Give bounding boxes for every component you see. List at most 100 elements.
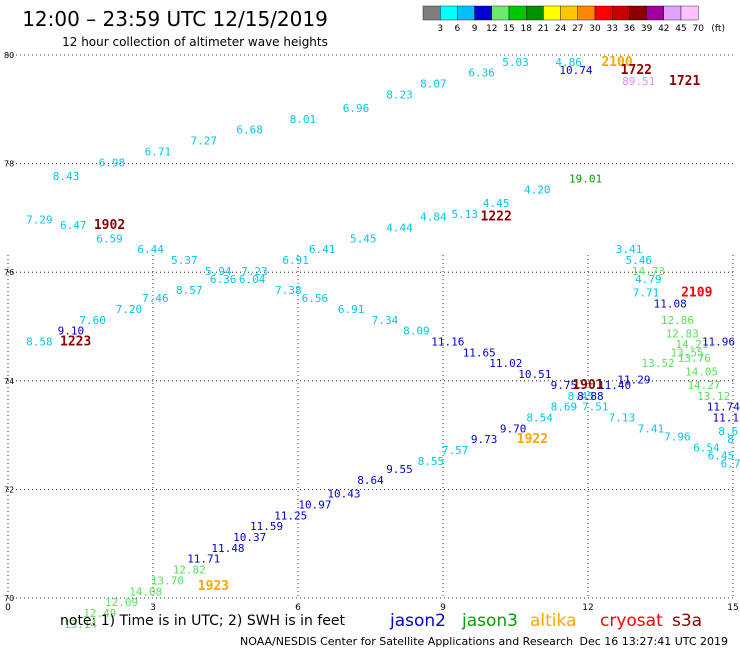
legend-swatch	[663, 5, 682, 21]
wave-height-label: 8.57	[176, 284, 203, 297]
legend-swatch	[508, 5, 527, 21]
legend-tick-label: 9	[472, 24, 478, 34]
pass-time-label: 1222	[481, 210, 512, 225]
legend-tick-label: 6	[455, 24, 461, 34]
wave-height-label: 14.73	[632, 265, 665, 278]
wave-height-label: 9.55	[386, 463, 413, 476]
y-tick-label: 70	[4, 594, 14, 603]
legend-swatch	[474, 5, 493, 21]
wave-height-label: 6.04	[239, 273, 266, 286]
wave-height-label: 7.34	[372, 314, 399, 327]
wave-height-label: 7.57	[442, 444, 469, 457]
wave-height-label: 6.98	[99, 156, 126, 169]
y-tick-label: 78	[4, 160, 14, 169]
legend-swatch	[543, 5, 561, 21]
wave-height-label: 8.54	[526, 412, 553, 425]
generated-timestamp: Dec 16 13:27:41 UTC 2019	[580, 635, 728, 648]
pass-time-label: 1721	[669, 74, 700, 89]
legend-tick-label: 70	[692, 24, 704, 34]
wave-height-label: 4.20	[524, 183, 551, 196]
wave-height-label: 4.45	[483, 197, 510, 210]
wave-height-label: 5.37	[171, 254, 198, 267]
wave-height-label: 10.97	[298, 498, 331, 511]
wave-height-label: 11.65	[463, 346, 496, 359]
legend-tick-label: 18	[520, 24, 532, 34]
legend-tick-label: 30	[589, 24, 601, 34]
wave-height-label: 7.20	[116, 303, 143, 316]
chart-subtitle: 12 hour collection of altimeter wave hei…	[62, 35, 328, 49]
wave-height-label: 7.60	[79, 314, 106, 327]
wave-height-label: 11.96	[702, 336, 735, 349]
wave-height-label: 8.09	[403, 325, 430, 338]
wave-height-label: 6.91	[282, 254, 309, 267]
wave-height-label: 9.10	[58, 325, 85, 338]
x-tick-label: 6	[295, 603, 301, 613]
wave-height-label: 5.46	[626, 254, 653, 267]
wave-height-label: 6.41	[309, 243, 336, 256]
wave-height-label: 11.48	[211, 542, 244, 555]
wave-height-label: 5.45	[350, 232, 377, 245]
wave-height-label: 7.27	[191, 135, 218, 148]
wave-height-label: 11.16	[431, 336, 464, 349]
wave-height-label: 14.05	[685, 365, 718, 378]
pass-time-label: 1223	[60, 335, 91, 350]
x-tick-label: 15	[727, 603, 738, 613]
wave-height-label: 7.29	[26, 213, 53, 226]
legend-swatch	[680, 5, 699, 21]
legend-tick-label: 24	[555, 24, 567, 34]
legend-tick-label: 36	[624, 24, 636, 34]
legend-swatch	[491, 5, 510, 21]
satellite-name-altika: altika	[530, 611, 577, 631]
legend-swatch	[457, 5, 475, 21]
wave-height-label: 8.64	[357, 474, 384, 487]
wave-height-label: 13.55	[671, 346, 704, 359]
pass-time-label: 1923	[198, 579, 229, 594]
credit-line: NOAA/NESDIS Center for Satellite Applica…	[240, 635, 573, 648]
wave-height-label: 11.29	[617, 374, 650, 387]
satellite-name-jason3: jason3	[461, 611, 518, 631]
wave-height-label: 89.51	[622, 75, 655, 88]
y-tick-label: 76	[4, 268, 14, 277]
wave-height-label: 6.91	[338, 303, 365, 316]
wave-height-label: 11.25	[274, 509, 307, 522]
wave-height-label: 8.55	[418, 455, 445, 468]
wave-height-label: 7.13	[609, 412, 636, 425]
legend-tick-label: 42	[658, 24, 669, 34]
wave-height-label: 8.23	[386, 88, 413, 101]
y-tick-label: 74	[4, 377, 14, 386]
x-tick-label: 0	[5, 603, 11, 613]
wave-height-label: 6.45	[708, 450, 735, 463]
chart-title: 12:00 – 23:59 UTC 12/15/2019	[22, 7, 328, 31]
wave-height-label: 10.37	[233, 531, 266, 544]
legend-swatch	[612, 5, 630, 21]
wave-height-label: 6.7	[721, 458, 740, 471]
pass-time-label: 1902	[94, 218, 125, 233]
wave-height-label: 6.47	[60, 219, 87, 232]
wave-height-label: 12.86	[661, 314, 694, 327]
legend-tick-label: 27	[572, 24, 583, 34]
x-tick-label: 9	[440, 603, 446, 613]
legend-tick-label: 39	[641, 24, 653, 34]
x-tick-label: 3	[150, 603, 156, 613]
legend-swatch	[422, 5, 441, 21]
wave-height-label: 7.41	[638, 422, 665, 435]
wave-height-label: 11.74	[707, 401, 740, 414]
wave-height-label: 11.02	[489, 357, 522, 370]
wave-height-label: 14.08	[129, 585, 162, 598]
plot-grid	[7, 54, 734, 599]
data-points: 5.03 4.86 2100 10.74 1722 6.36 89.51 1721 8.07 8.…	[26, 55, 740, 631]
legend-unit: (ft)	[711, 24, 725, 34]
wave-height-label: 7.23	[241, 265, 268, 278]
pass-time-label: 1901	[572, 378, 603, 393]
wave-height-label: 12.09	[105, 596, 138, 609]
wave-height-label: 8.69	[551, 401, 578, 414]
wave-height-label: 11.08	[654, 297, 687, 310]
wave-height-label: 10.51	[518, 368, 551, 381]
wave-height-label: 4.84	[420, 211, 447, 224]
legend-swatch	[440, 5, 458, 21]
wave-height-label: 14.21	[675, 338, 708, 351]
legend-swatch	[526, 5, 544, 21]
wave-height-label: 7.38	[275, 284, 302, 297]
wave-height-label: 8.07	[420, 78, 447, 91]
